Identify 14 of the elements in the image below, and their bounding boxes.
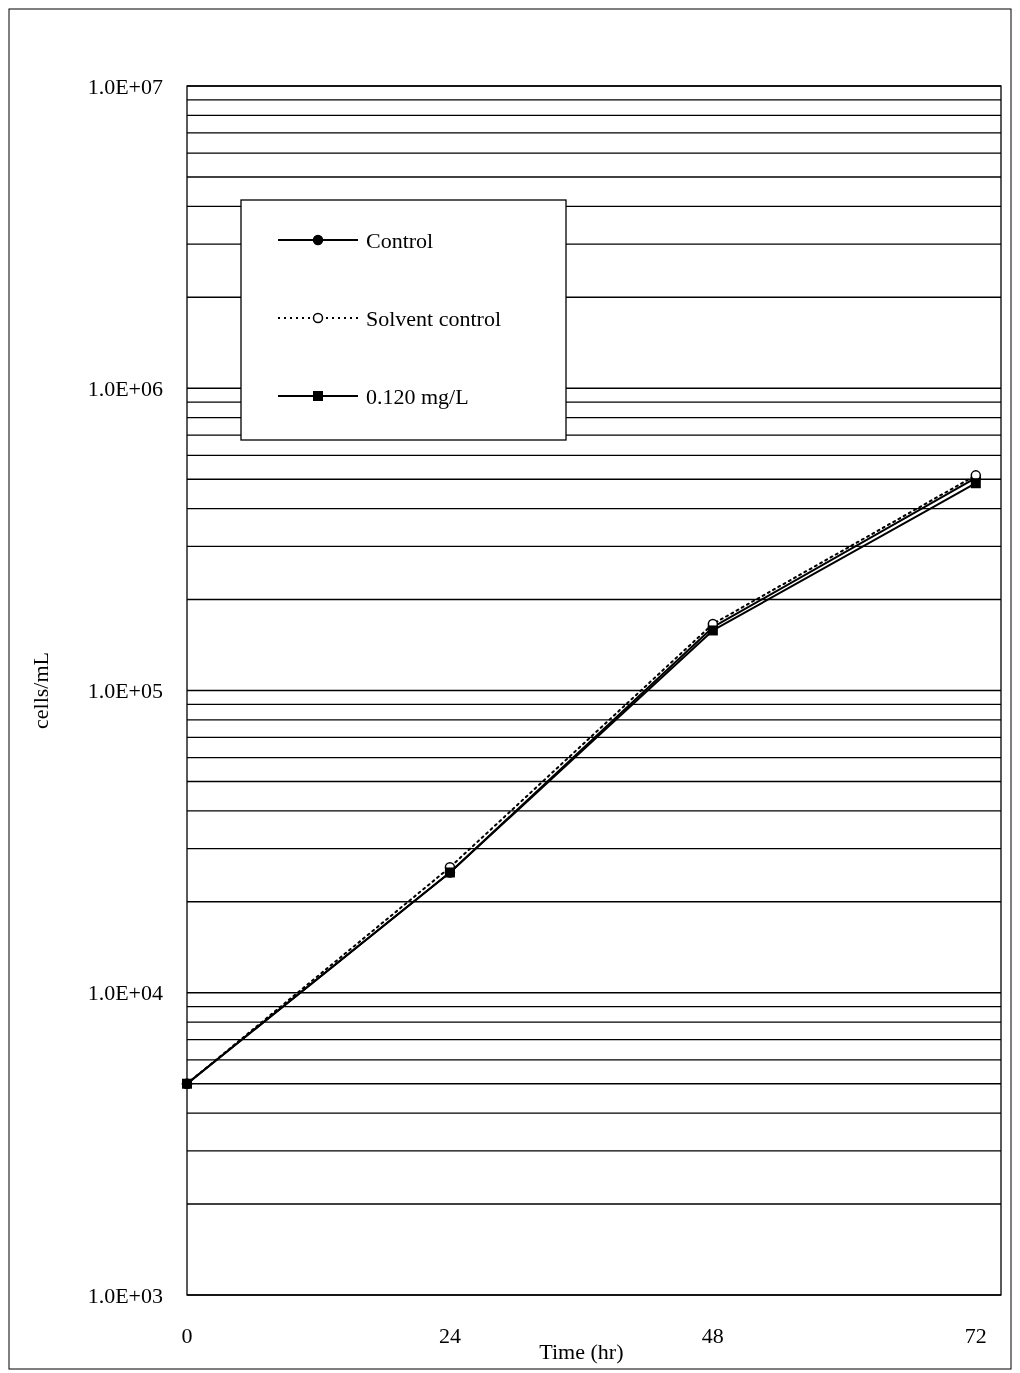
y-tick-label: 1.0E+05 (87, 678, 163, 704)
legend-label: Solvent control (366, 305, 502, 331)
x-axis-title: Time (hr) (539, 1339, 624, 1364)
y-tick-label: 1.0E+04 (87, 980, 163, 1006)
legend-label: Control (366, 227, 434, 253)
y-tick-label: 1.0E+06 (87, 375, 163, 401)
y-tick-label: 1.0E+03 (87, 1282, 163, 1308)
y-tick-label: 1.0E+07 (87, 73, 163, 99)
legend-label: 0.120 mg/L (366, 383, 469, 409)
y-axis-title: cells/mL (28, 652, 53, 729)
x-tick-label: 0 (181, 1323, 193, 1348)
x-tick-label: 72 (964, 1323, 987, 1348)
x-tick-label: 24 (438, 1323, 461, 1348)
x-tick-label: 48 (701, 1323, 724, 1348)
